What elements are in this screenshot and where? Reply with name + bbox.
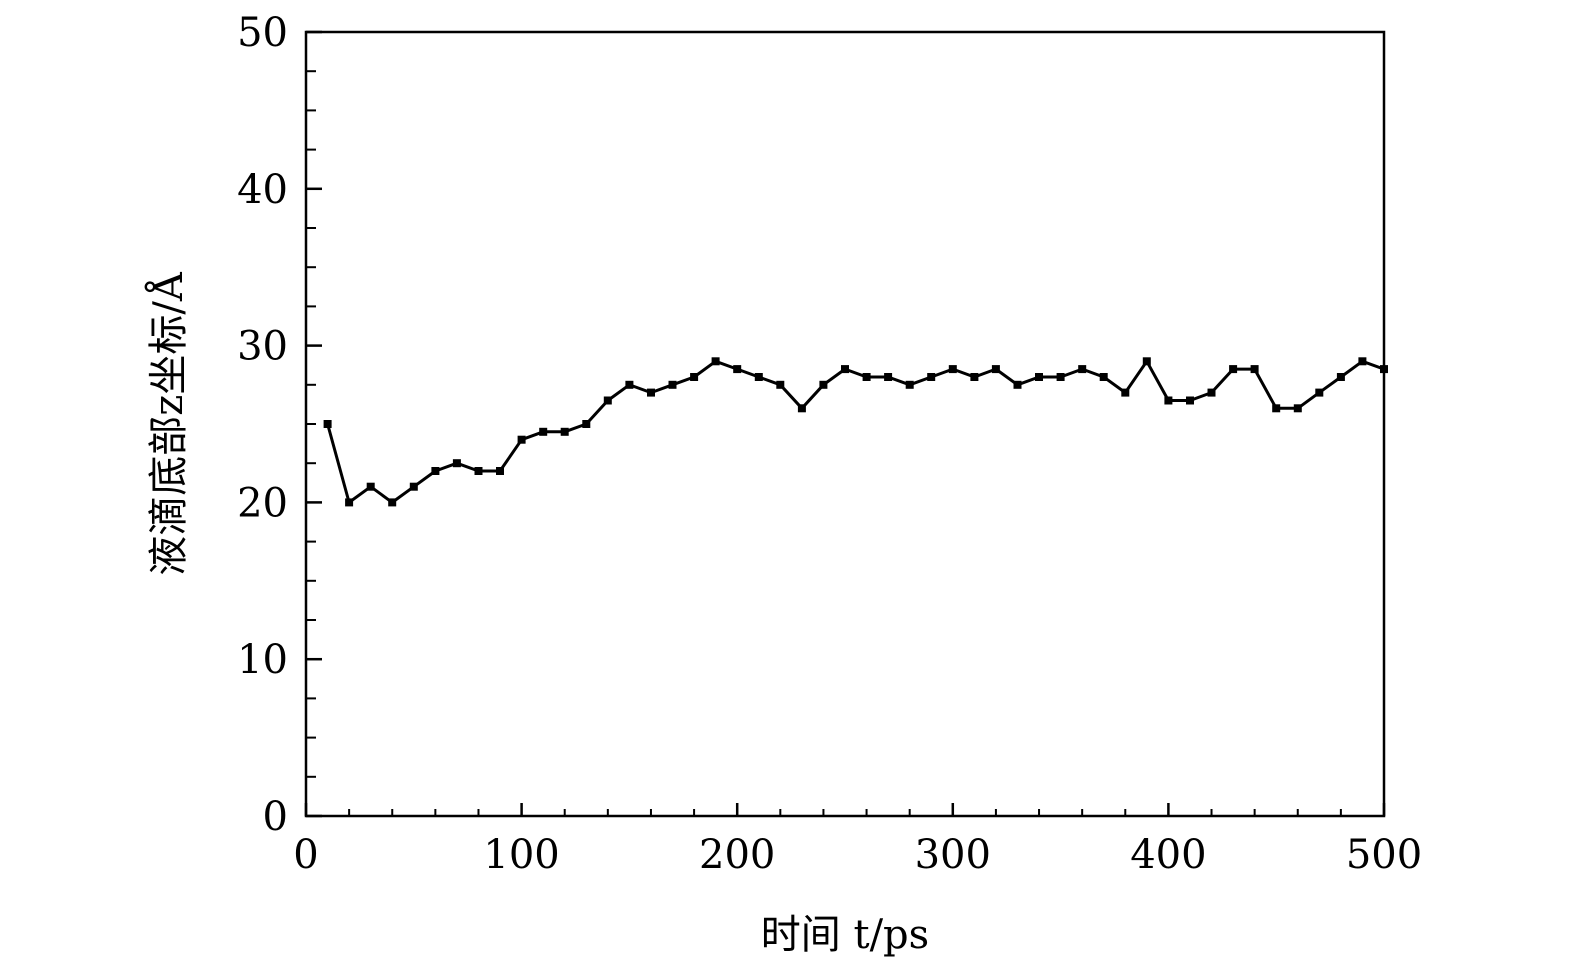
x-tick-label: 100: [483, 832, 559, 878]
data-point: [1013, 380, 1022, 389]
data-point: [474, 467, 483, 475]
data-point: [1293, 404, 1302, 413]
data-point: [1099, 373, 1108, 381]
data-point: [711, 357, 720, 366]
x-tick-label: 400: [1130, 832, 1206, 878]
data-point: [690, 373, 699, 381]
data-point: [970, 373, 979, 381]
data-point: [927, 373, 936, 381]
data-point: [323, 420, 332, 428]
data-point: [625, 380, 634, 389]
data-point: [1272, 404, 1281, 413]
x-tick-label: 500: [1346, 832, 1422, 878]
data-point: [1336, 373, 1345, 381]
data-point: [1121, 388, 1130, 397]
y-tick-label: 50: [237, 10, 288, 56]
data-point: [1380, 365, 1388, 374]
data-point: [647, 388, 655, 397]
minor-ticks: [306, 70, 1342, 816]
data-point: [1164, 396, 1173, 405]
data-point: [819, 380, 828, 389]
data-point: [1229, 365, 1238, 374]
data-point: [517, 435, 526, 444]
data-point: [1142, 357, 1151, 366]
x-tick-label: 0: [293, 832, 318, 878]
data-point: [560, 427, 569, 436]
data-point: [603, 396, 612, 405]
data-point: [776, 380, 785, 389]
y-axis-label: 液滴底部z坐标/Å: [145, 271, 192, 576]
plot-frame: [304, 30, 1386, 818]
data-point: [496, 467, 504, 475]
data-point: [797, 404, 806, 413]
data-point: [862, 373, 871, 381]
major-ticks: [304, 30, 1386, 818]
data-point: [841, 365, 849, 374]
data-point: [1315, 388, 1324, 397]
y-tick-label: 20: [237, 480, 288, 526]
data-point: [905, 380, 914, 389]
data-point: [539, 427, 548, 436]
data-point: [1035, 373, 1043, 381]
data-markers: [323, 357, 1388, 507]
data-point: [991, 365, 1000, 374]
data-point: [1358, 357, 1367, 366]
data-point: [431, 467, 440, 475]
data-point: [452, 459, 461, 468]
data-point: [366, 482, 375, 491]
data-point: [582, 420, 591, 428]
data-point: [1207, 388, 1216, 397]
y-tick-label: 0: [263, 794, 288, 840]
data-point: [754, 373, 763, 381]
data-point: [1186, 396, 1194, 405]
data-point: [1078, 365, 1087, 374]
y-tick-label: 40: [237, 167, 288, 213]
y-tick-label: 10: [237, 637, 288, 683]
series-line: [326, 359, 1385, 504]
y-tick-labels: 0 10 20 30 40 50: [237, 10, 288, 840]
data-point: [1056, 373, 1065, 381]
data-point: [668, 380, 677, 389]
x-tick-labels: 0 100 200 300 400 500: [293, 832, 1422, 878]
data-point: [884, 373, 893, 381]
data-point: [388, 498, 397, 507]
x-tick-label: 300: [915, 832, 991, 878]
data-point: [1250, 365, 1259, 374]
data-point: [345, 498, 354, 507]
x-axis-label: 时间 t/ps: [761, 912, 929, 958]
y-tick-label: 30: [237, 324, 288, 370]
data-point: [409, 482, 418, 491]
data-point: [948, 365, 957, 374]
data-point: [733, 365, 742, 374]
x-tick-label: 200: [699, 832, 775, 878]
